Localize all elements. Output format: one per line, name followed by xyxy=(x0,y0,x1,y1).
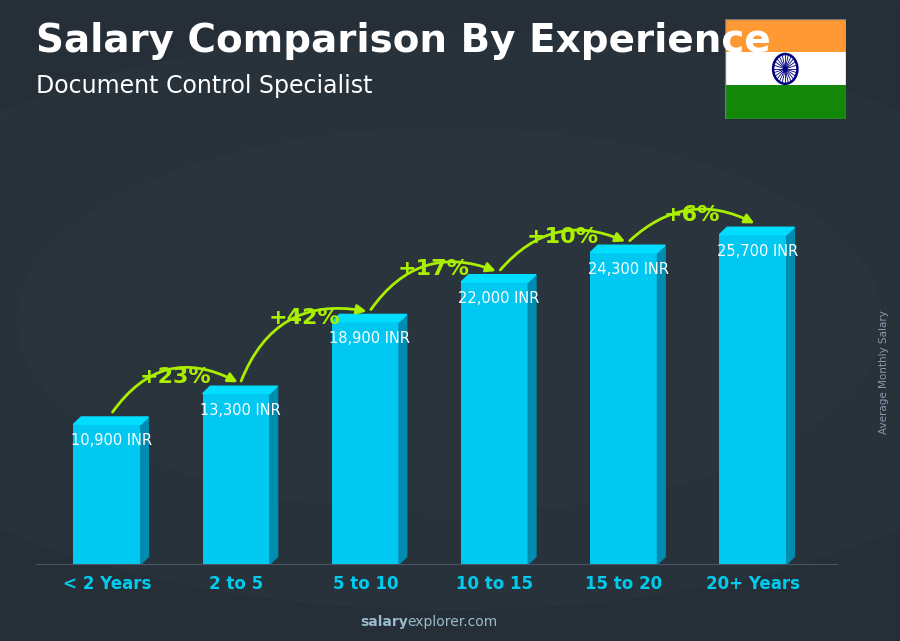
Text: 22,000 INR: 22,000 INR xyxy=(458,291,540,306)
Text: explorer.com: explorer.com xyxy=(408,615,498,629)
Bar xyxy=(461,282,528,564)
Text: +23%: +23% xyxy=(140,367,212,387)
Bar xyxy=(724,85,846,119)
Polygon shape xyxy=(590,245,665,253)
Bar xyxy=(724,19,846,53)
Polygon shape xyxy=(140,417,148,564)
Text: +42%: +42% xyxy=(269,308,340,328)
Text: 25,700 INR: 25,700 INR xyxy=(716,244,798,258)
Circle shape xyxy=(784,67,787,71)
Bar xyxy=(74,424,140,564)
Text: +6%: +6% xyxy=(664,205,721,225)
Bar xyxy=(724,53,846,85)
Bar xyxy=(719,235,787,564)
Bar xyxy=(332,322,399,564)
Polygon shape xyxy=(719,227,795,235)
Polygon shape xyxy=(399,314,407,564)
Text: Document Control Specialist: Document Control Specialist xyxy=(36,74,373,97)
Text: 10,900 INR: 10,900 INR xyxy=(71,433,152,448)
Bar xyxy=(202,394,270,564)
Text: Average Monthly Salary: Average Monthly Salary xyxy=(878,310,889,434)
Text: Salary Comparison By Experience: Salary Comparison By Experience xyxy=(36,22,770,60)
Polygon shape xyxy=(461,274,536,282)
Text: +17%: +17% xyxy=(398,259,470,279)
Text: salary: salary xyxy=(360,615,408,629)
Polygon shape xyxy=(74,417,148,424)
Polygon shape xyxy=(332,314,407,322)
Polygon shape xyxy=(202,386,277,394)
Polygon shape xyxy=(657,245,665,564)
Bar xyxy=(590,253,657,564)
Text: 24,300 INR: 24,300 INR xyxy=(588,262,669,276)
Text: 18,900 INR: 18,900 INR xyxy=(329,331,410,345)
Polygon shape xyxy=(270,386,277,564)
Polygon shape xyxy=(787,227,795,564)
Polygon shape xyxy=(528,274,536,564)
Text: 13,300 INR: 13,300 INR xyxy=(200,403,281,417)
Text: +10%: +10% xyxy=(527,227,599,247)
